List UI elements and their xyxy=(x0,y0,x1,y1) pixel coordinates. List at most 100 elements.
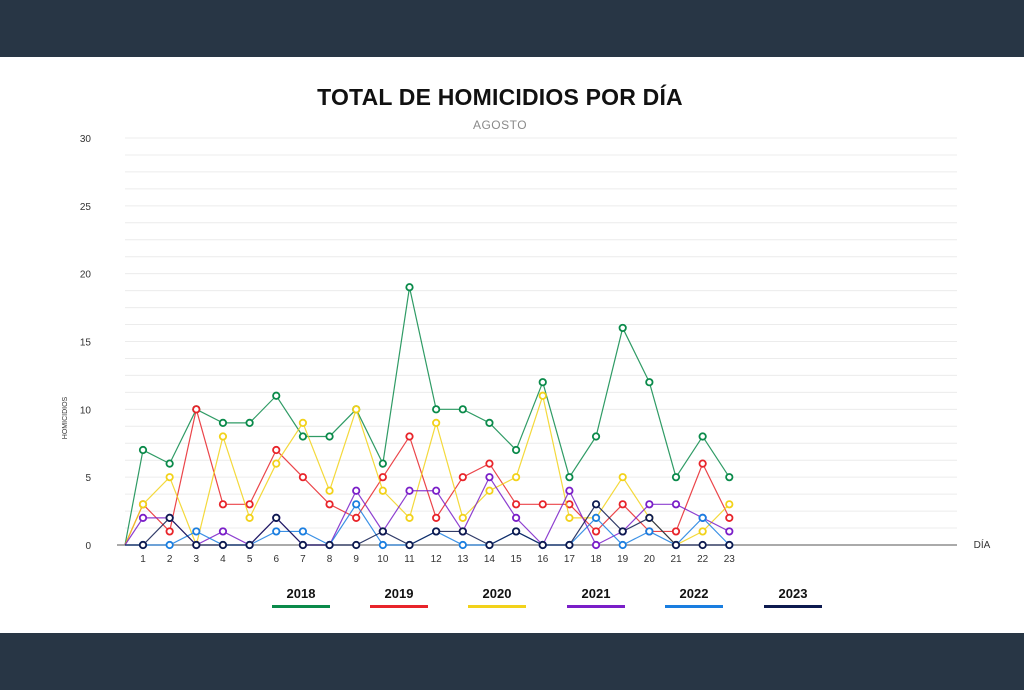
data-point xyxy=(218,500,228,509)
data-point xyxy=(245,418,254,427)
data-point xyxy=(432,405,441,414)
y-tick-label: 5 xyxy=(85,473,91,484)
legend-swatch xyxy=(567,605,625,608)
legend-label: 2019 xyxy=(384,586,414,601)
y-tick-label: 25 xyxy=(80,202,92,213)
data-point xyxy=(645,527,654,536)
legend-item-2023: 2023 xyxy=(764,586,822,608)
data-point xyxy=(725,513,734,522)
series-2018 xyxy=(124,283,734,546)
legend-label: 2023 xyxy=(778,586,808,601)
data-point xyxy=(298,540,307,550)
data-point xyxy=(272,445,281,455)
data-point xyxy=(405,540,414,550)
x-tick-label: 8 xyxy=(327,554,333,565)
data-point xyxy=(245,540,254,550)
x-tick-label: 20 xyxy=(644,554,656,565)
series-2019 xyxy=(124,405,734,546)
data-point xyxy=(218,540,228,550)
legend-label: 2018 xyxy=(286,586,316,601)
data-point xyxy=(485,418,494,427)
x-tick-label: 18 xyxy=(590,554,602,565)
data-point xyxy=(298,527,307,536)
series-2020 xyxy=(124,391,734,550)
data-point xyxy=(405,283,414,292)
data-point xyxy=(645,513,654,522)
data-point xyxy=(378,540,387,550)
series-line-2019 xyxy=(124,409,730,546)
series-line-2023 xyxy=(125,503,730,546)
data-point xyxy=(325,500,334,509)
series-group xyxy=(124,283,734,550)
data-point xyxy=(458,540,467,550)
x-axis-label: DÍA xyxy=(974,538,991,551)
data-point xyxy=(298,473,307,482)
data-point xyxy=(272,527,281,536)
series-line-2022 xyxy=(125,503,730,546)
series-2022 xyxy=(125,500,734,550)
legend-item-2018: 2018 xyxy=(272,586,330,608)
data-point xyxy=(485,473,494,482)
x-tick-label: 13 xyxy=(457,554,469,565)
data-point xyxy=(245,500,254,509)
data-point xyxy=(698,432,707,441)
data-point xyxy=(352,540,361,550)
data-point xyxy=(138,540,148,550)
data-point xyxy=(618,473,627,482)
data-point xyxy=(432,418,441,427)
chart-title: TOTAL DE HOMICIDIOS POR DÍA xyxy=(317,84,683,110)
x-tick-label: 22 xyxy=(697,554,709,565)
data-point xyxy=(218,527,228,536)
data-point xyxy=(432,513,441,522)
legend-item-2020: 2020 xyxy=(468,586,526,608)
x-tick-label: 7 xyxy=(300,554,306,565)
data-point xyxy=(645,500,654,509)
y-tick-label: 30 xyxy=(80,134,92,145)
data-point xyxy=(538,391,547,400)
data-point xyxy=(725,540,734,550)
data-point xyxy=(192,405,201,414)
data-point xyxy=(458,473,467,482)
y-tick-label: 0 xyxy=(85,541,91,552)
data-point xyxy=(485,540,494,550)
legend-swatch xyxy=(370,605,428,608)
data-point xyxy=(378,527,387,536)
legend: 2018 2019 2020 2021 2022 2023 xyxy=(0,586,1024,616)
data-point xyxy=(272,459,281,468)
legend-item-2019: 2019 xyxy=(370,586,428,608)
data-point xyxy=(565,513,574,522)
data-point xyxy=(671,500,681,509)
data-point xyxy=(458,405,467,414)
data-point xyxy=(591,540,601,550)
data-point xyxy=(671,473,681,482)
data-point xyxy=(565,540,574,550)
data-point xyxy=(725,473,734,482)
x-tick-label: 4 xyxy=(220,554,226,565)
data-point xyxy=(405,513,414,522)
x-tick-label: 6 xyxy=(273,554,279,565)
y-axis-ticks: 0 5 10 15 20 25 30 xyxy=(80,134,92,552)
data-point xyxy=(538,500,547,509)
data-point xyxy=(245,513,254,522)
data-point xyxy=(485,486,494,495)
x-tick-label: 23 xyxy=(724,554,736,565)
data-point xyxy=(511,513,521,522)
legend-swatch xyxy=(665,605,723,608)
data-point xyxy=(325,540,334,550)
data-point xyxy=(485,459,494,468)
data-point xyxy=(458,527,467,536)
x-tick-label: 9 xyxy=(353,554,359,565)
grid-lines xyxy=(117,137,957,546)
data-point xyxy=(645,378,654,387)
data-point xyxy=(325,432,334,441)
y-axis-label: HOMICIDIOS xyxy=(62,396,69,439)
data-point xyxy=(218,432,228,441)
data-point xyxy=(432,527,441,536)
data-point xyxy=(618,527,627,536)
x-tick-label: 17 xyxy=(564,554,576,565)
data-point xyxy=(272,391,281,400)
data-point xyxy=(565,473,574,482)
chart-subtitle: AGOSTO xyxy=(472,118,528,132)
data-point xyxy=(165,527,174,536)
